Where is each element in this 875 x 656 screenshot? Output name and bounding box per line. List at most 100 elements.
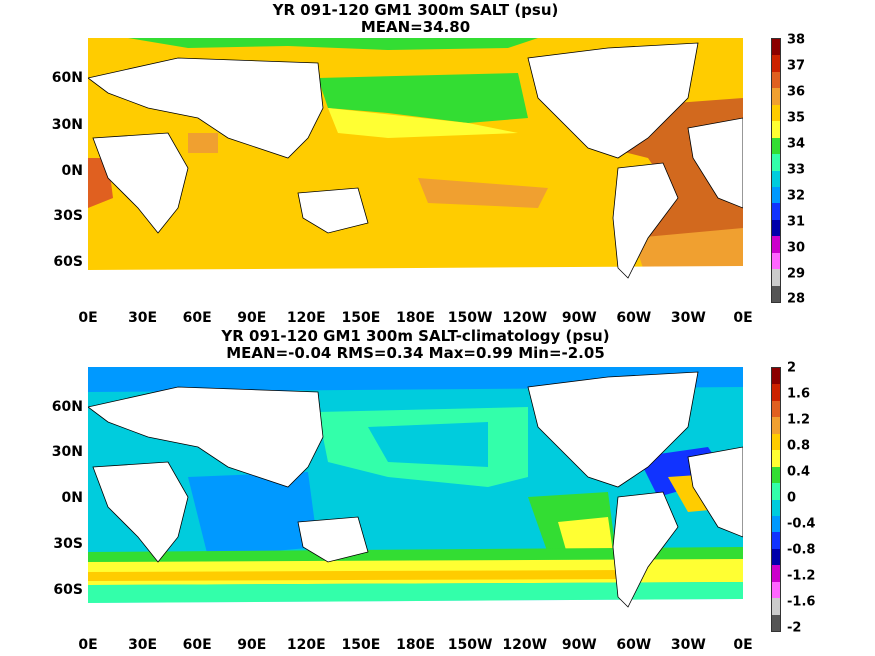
colorbar-swatch	[772, 186, 780, 204]
map1-south-america	[612, 162, 679, 279]
map2-indian-blue	[188, 472, 318, 557]
colorbar-swatch	[772, 483, 780, 500]
map2-cb-tick: -2	[787, 620, 802, 636]
map2-cb-tick: -1.6	[787, 594, 816, 610]
map1-xtick: 150E	[341, 310, 381, 326]
colorbar-swatch	[772, 548, 780, 566]
map1-plot	[88, 38, 743, 301]
colorbar-swatch	[772, 433, 780, 451]
colorbar-swatch	[772, 450, 780, 467]
map1-xtick: 90E	[237, 310, 267, 326]
map2-epacific-yellow	[558, 517, 613, 557]
map1-title: YR 091-120 GM1 300m SALT (psu) MEAN=34.8…	[88, 2, 743, 36]
map2-africa-east	[92, 461, 189, 563]
map1-cb-tick: 38	[787, 32, 806, 48]
map1-antarctica	[88, 266, 743, 301]
map1-title-line2: MEAN=34.80	[360, 18, 471, 36]
map2-cb-tick: 1.2	[787, 412, 811, 428]
map1-cb-tick: 30	[787, 240, 806, 256]
map2-cb-tick: 0.8	[787, 438, 811, 454]
map1-cb-tick: 35	[787, 110, 806, 126]
map1-npacific-yellow	[328, 108, 518, 138]
map2-australia	[297, 516, 369, 563]
map2-southern-band4	[88, 582, 743, 603]
colorbar-swatch	[772, 219, 780, 237]
map1-colorbar	[771, 38, 781, 303]
map1-cb-tick: 32	[787, 188, 806, 204]
colorbar-swatch	[772, 400, 780, 418]
map2-plot	[88, 367, 743, 630]
map1-xtick: 60W	[616, 310, 652, 326]
colorbar-swatch	[772, 71, 780, 89]
map2-ytick-60n: 60N	[51, 399, 83, 415]
map2-xtick: 0E	[78, 637, 98, 653]
map1-xtick: 120W	[502, 310, 548, 326]
map1-xtick: 120E	[286, 310, 326, 326]
map2-x-axis: 0E 30E 60E 90E 120E 150E 180E 150W 120W …	[78, 637, 752, 655]
map1-xtick: 180E	[396, 310, 435, 326]
map1-ytick-60s: 60S	[53, 254, 83, 270]
map1-spacific-orange	[418, 178, 548, 208]
map2-ytick-30s: 30S	[53, 536, 83, 552]
map2-xtick: 0E	[733, 637, 753, 653]
map2-ytick-60s: 60S	[53, 582, 83, 598]
colorbar-swatch	[772, 104, 780, 122]
map1-cb-tick: 37	[787, 58, 806, 74]
map1-ytick-0n: 0N	[61, 163, 83, 179]
map1-xtick: 30W	[670, 310, 706, 326]
colorbar-swatch	[772, 170, 780, 187]
map1-cb-tick: 29	[787, 266, 806, 282]
map2-npacific-cyan	[368, 422, 488, 467]
map1-africa-east	[92, 132, 189, 234]
map1-cb-tick: 36	[787, 84, 806, 100]
map1-eurasia	[88, 57, 324, 159]
map1-africa-west	[687, 117, 743, 209]
map1-svg	[88, 38, 743, 301]
map2-eurasia	[88, 386, 324, 488]
colorbar-swatch	[772, 368, 780, 385]
colorbar-swatch	[772, 137, 780, 155]
map1-redsea	[188, 133, 218, 153]
map2-xtick: 60E	[182, 637, 212, 653]
map2-xtick: 120W	[502, 637, 548, 653]
colorbar-swatch	[772, 598, 780, 615]
map2-title: YR 091-120 GM1 300m SALT-climatology (ps…	[88, 328, 743, 362]
map2-cb-tick: -0.8	[787, 542, 816, 558]
map1-cb-tick: 28	[787, 291, 806, 307]
map2-xtick: 180E	[396, 637, 435, 653]
map2-xtick: 150E	[341, 637, 381, 653]
map2-xtick: 150W	[447, 637, 493, 653]
map1-xtick: 60E	[182, 310, 212, 326]
map2-southern-band3	[88, 570, 628, 581]
colorbar-swatch	[772, 88, 780, 105]
colorbar-swatch	[772, 417, 780, 434]
map1-xtick: 90W	[561, 310, 597, 326]
map1-xtick: 30E	[128, 310, 158, 326]
map2-cb-tick: -0.4	[787, 516, 816, 532]
map2-xtick: 60W	[616, 637, 652, 653]
colorbar-swatch	[772, 614, 780, 631]
map2-ytick-0n: 0N	[61, 490, 83, 506]
colorbar-swatch	[772, 269, 780, 286]
map1-cb-tick: 34	[787, 136, 806, 152]
map2-xtick: 30E	[128, 637, 158, 653]
map2-xtick: 90W	[561, 637, 597, 653]
map2-colorbar	[771, 367, 781, 632]
map1-xtick: 0E	[78, 310, 98, 326]
map2-ytick-30n: 30N	[51, 444, 83, 460]
map2-cb-tick: 0	[787, 490, 797, 506]
colorbar-swatch	[772, 252, 780, 270]
map1-npacific-fresh	[318, 73, 528, 123]
colorbar-swatch	[772, 236, 780, 253]
colorbar-swatch	[772, 515, 780, 533]
map2-title-line2: MEAN=-0.04 RMS=0.34 Max=0.99 Min=-2.05	[226, 344, 605, 362]
map1-cb-tick: 33	[787, 162, 806, 178]
map2-cb-tick: -1.2	[787, 568, 816, 584]
map1-xtick: 0E	[733, 310, 753, 326]
map1-ytick-30s: 30S	[53, 208, 83, 224]
map2-svg	[88, 367, 743, 630]
map1-ytick-60n: 60N	[51, 70, 83, 86]
map2-xtick: 90E	[237, 637, 267, 653]
colorbar-swatch	[772, 39, 780, 56]
colorbar-swatch	[772, 466, 780, 484]
